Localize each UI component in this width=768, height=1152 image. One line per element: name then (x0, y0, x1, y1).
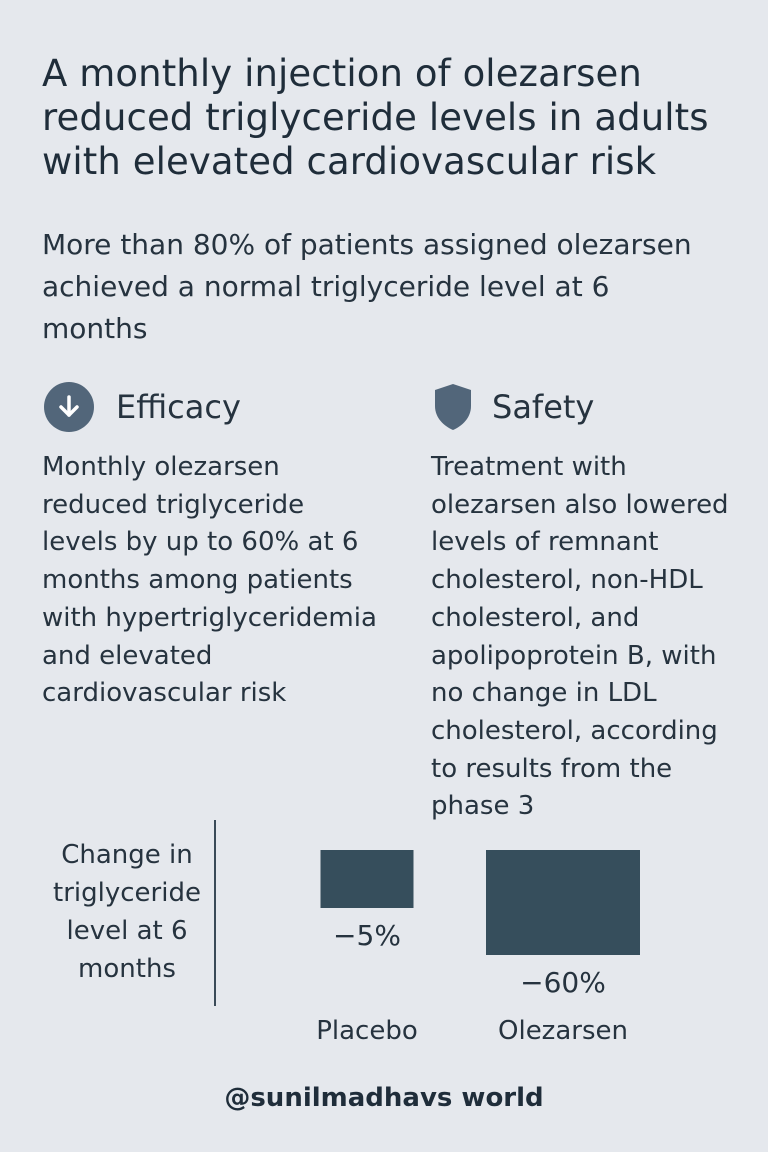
bar-placebo (320, 850, 414, 908)
headline: A monthly injection of olezarsen reduced… (42, 52, 709, 183)
efficacy-title: Efficacy (116, 388, 241, 426)
chart-y-label: Change in triglyceride level at 6 months (53, 840, 201, 984)
subheadline: More than 80% of patients assigned oleza… (42, 228, 692, 345)
efficacy-header: Efficacy (44, 380, 241, 434)
shield-icon (432, 382, 474, 432)
bar-chart: −5% Placebo −60% Olezarsen (316, 850, 640, 1046)
value-label-olezarsen: −60% (520, 966, 606, 999)
efficacy-body: Monthly olezarsen reduced triglyceride l… (42, 452, 377, 709)
arrow-down-circle-icon (44, 382, 94, 432)
footer-handle: @sunilmadhavs world (224, 1083, 544, 1113)
safety-body: Treatment with olezarsen also lowered le… (431, 452, 729, 822)
category-label-olezarsen: Olezarsen (498, 1016, 628, 1046)
safety-header: Safety (432, 380, 594, 434)
value-label-placebo: −5% (333, 919, 401, 952)
category-label-placebo: Placebo (316, 1016, 418, 1046)
safety-title: Safety (492, 388, 595, 426)
chart-y-axis (214, 820, 216, 1006)
bar-olezarsen (486, 850, 640, 955)
